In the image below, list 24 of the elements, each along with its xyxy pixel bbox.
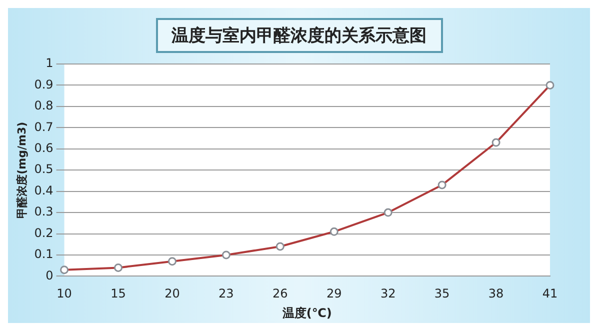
x-tick-label: 20 (164, 286, 180, 301)
y-tick-label: 0 (46, 268, 54, 282)
y-tick-label: 0.7 (34, 120, 54, 134)
y-tick-label: 0.3 (34, 204, 54, 219)
y-tick-label: 0.9 (34, 77, 54, 92)
y-axis-title: 甲醛浓度(mg/m3) (15, 122, 28, 218)
x-tick-label: 26 (272, 286, 288, 301)
y-tick-label: 0.2 (34, 226, 54, 240)
y-tick-label: 1 (46, 56, 54, 70)
y-tick-label: 0.8 (34, 98, 54, 113)
y-tick-label: 0.5 (34, 162, 54, 176)
x-tick-label: 10 (56, 286, 72, 301)
x-tick-label: 29 (326, 286, 342, 301)
y-tick-label: 0.4 (34, 183, 54, 198)
x-axis-title: 温度(℃) (281, 306, 332, 320)
x-tick-label: 15 (110, 286, 126, 301)
x-tick-label: 38 (488, 286, 504, 301)
y-tick-label: 0.1 (34, 247, 54, 262)
y-tick-label: 0.6 (34, 141, 54, 156)
x-tick-label: 23 (218, 286, 234, 301)
x-tick-label: 35 (434, 286, 450, 301)
x-tick-label: 41 (542, 286, 558, 301)
x-tick-label: 32 (380, 286, 396, 301)
chart-title: 温度与室内甲醛浓度的关系示意图 (156, 18, 442, 53)
